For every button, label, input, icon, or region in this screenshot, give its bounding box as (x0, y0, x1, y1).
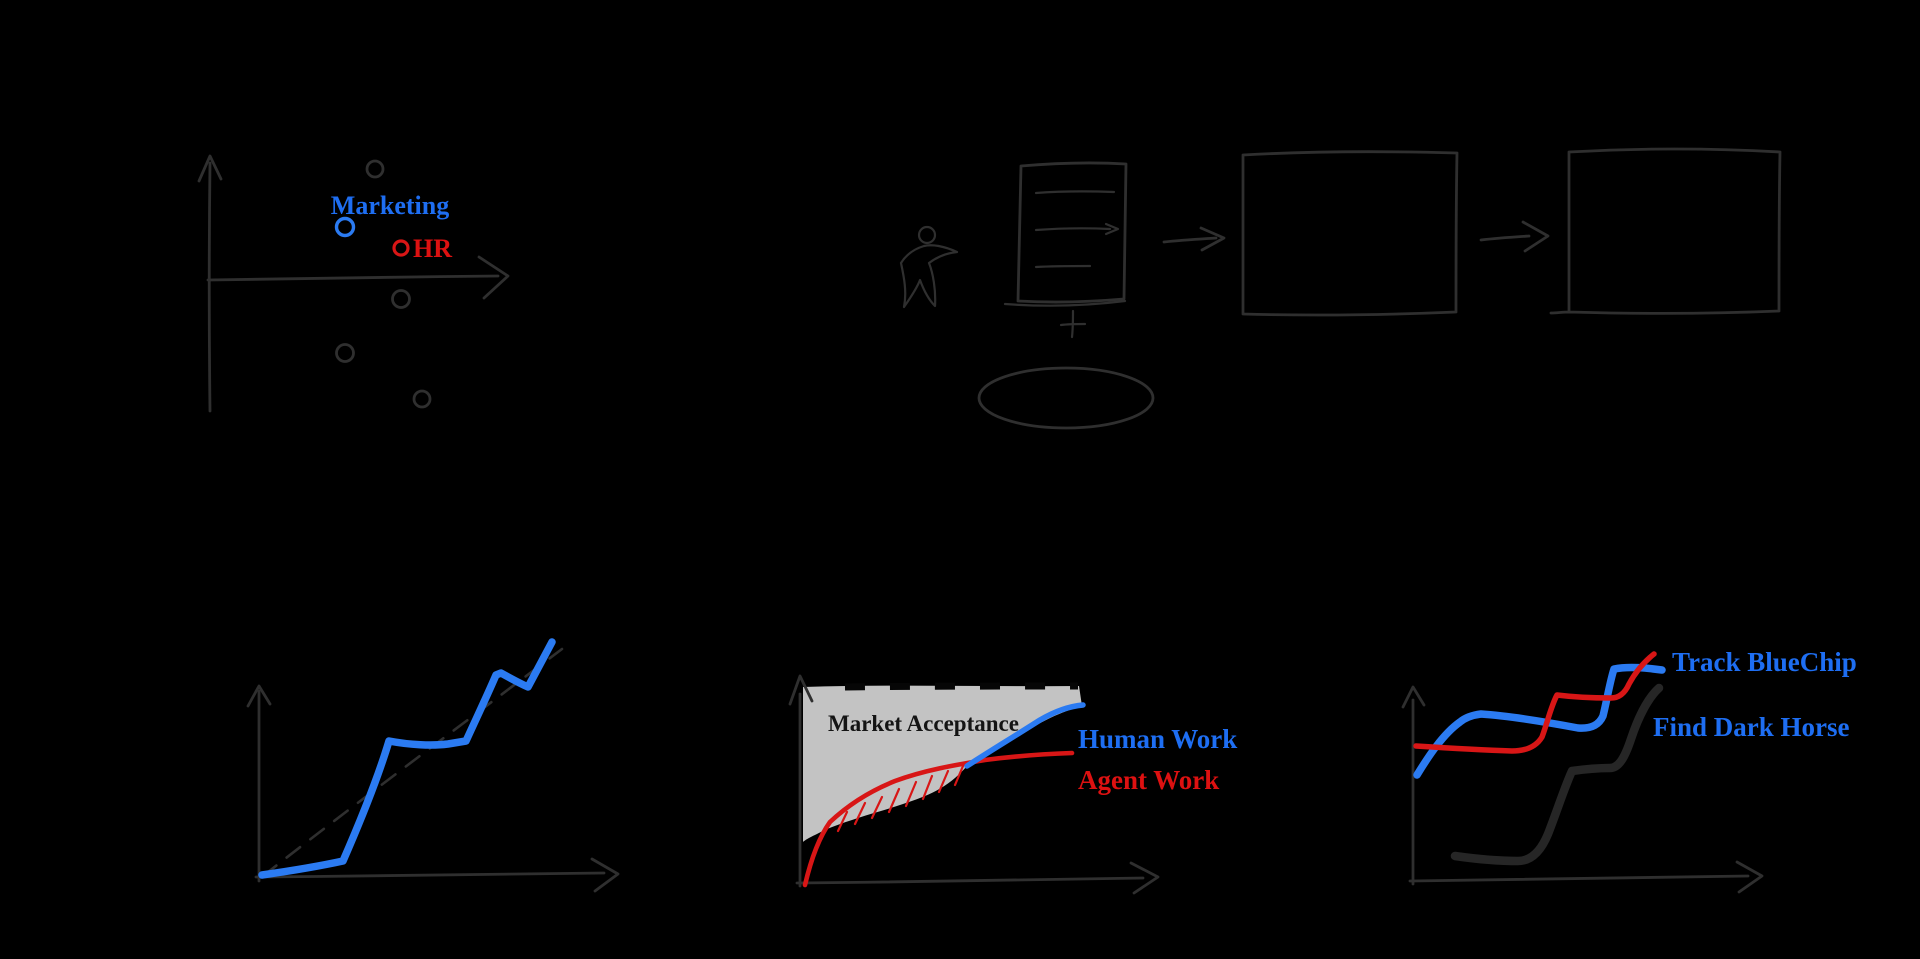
market-chart: Market Acceptance Human Work Agent Work (788, 674, 1237, 895)
acceptance-area (803, 685, 1082, 842)
dark-horse-line (1450, 683, 1664, 866)
scatter-point (412, 389, 432, 409)
hr-label: HR (413, 234, 452, 263)
ellipse-shape (977, 366, 1155, 430)
document-underline (1003, 299, 1127, 307)
scatter-point (365, 159, 385, 179)
bluechip-line (1413, 663, 1666, 779)
growth-chart (246, 638, 620, 893)
y-axis-arrowhead (1401, 685, 1426, 709)
arrow-icon (1479, 220, 1550, 253)
trend-dashed-line (261, 647, 564, 878)
agent-work-line (802, 750, 1075, 888)
box-shape (1549, 147, 1782, 315)
y-axis-arrowhead (197, 154, 223, 183)
track-bluechip-label: Track BlueChip (1672, 647, 1857, 677)
hr-point (392, 239, 410, 257)
human-work-line (964, 702, 1086, 769)
progress-line (258, 638, 556, 879)
marketing-point (334, 216, 356, 238)
x-axis-arrowhead (1735, 860, 1764, 894)
flow-diagram (899, 147, 1782, 430)
document-icon (1016, 161, 1128, 304)
x-axis (795, 876, 1145, 885)
document-line (1034, 264, 1092, 269)
scatter-point (335, 343, 355, 363)
plus-icon (1059, 309, 1087, 339)
market-acceptance-label: Market Acceptance (828, 711, 1019, 736)
marketing-label: Marketing (331, 191, 449, 220)
document-line-arrowhead (1104, 222, 1120, 236)
document-line (1034, 227, 1112, 232)
y-axis-arrowhead (788, 674, 814, 706)
agent-race-line (1413, 651, 1657, 754)
person-icon-head (917, 225, 937, 245)
x-axis (254, 871, 606, 879)
x-axis-arrowhead (477, 255, 510, 300)
x-axis (206, 274, 500, 282)
person-icon-body (899, 244, 959, 309)
y-axis-arrowhead (246, 684, 272, 708)
y-axis (207, 161, 212, 413)
x-axis (1408, 874, 1750, 883)
race-chart: Track BlueChip Find Dark Horse (1401, 647, 1857, 894)
agent-work-label: Agent Work (1078, 765, 1219, 795)
hatch-lines (836, 764, 965, 833)
find-dark-horse-label: Find Dark Horse (1653, 712, 1850, 742)
box-shape (1241, 150, 1459, 317)
scatter-point (391, 289, 411, 309)
x-axis-arrowhead (590, 857, 620, 893)
document-line (1034, 190, 1116, 195)
human-work-label: Human Work (1078, 724, 1237, 754)
x-axis-arrowhead (1129, 861, 1160, 895)
quadrant-chart: Marketing HR (197, 154, 510, 413)
arrow-icon (1162, 226, 1226, 252)
